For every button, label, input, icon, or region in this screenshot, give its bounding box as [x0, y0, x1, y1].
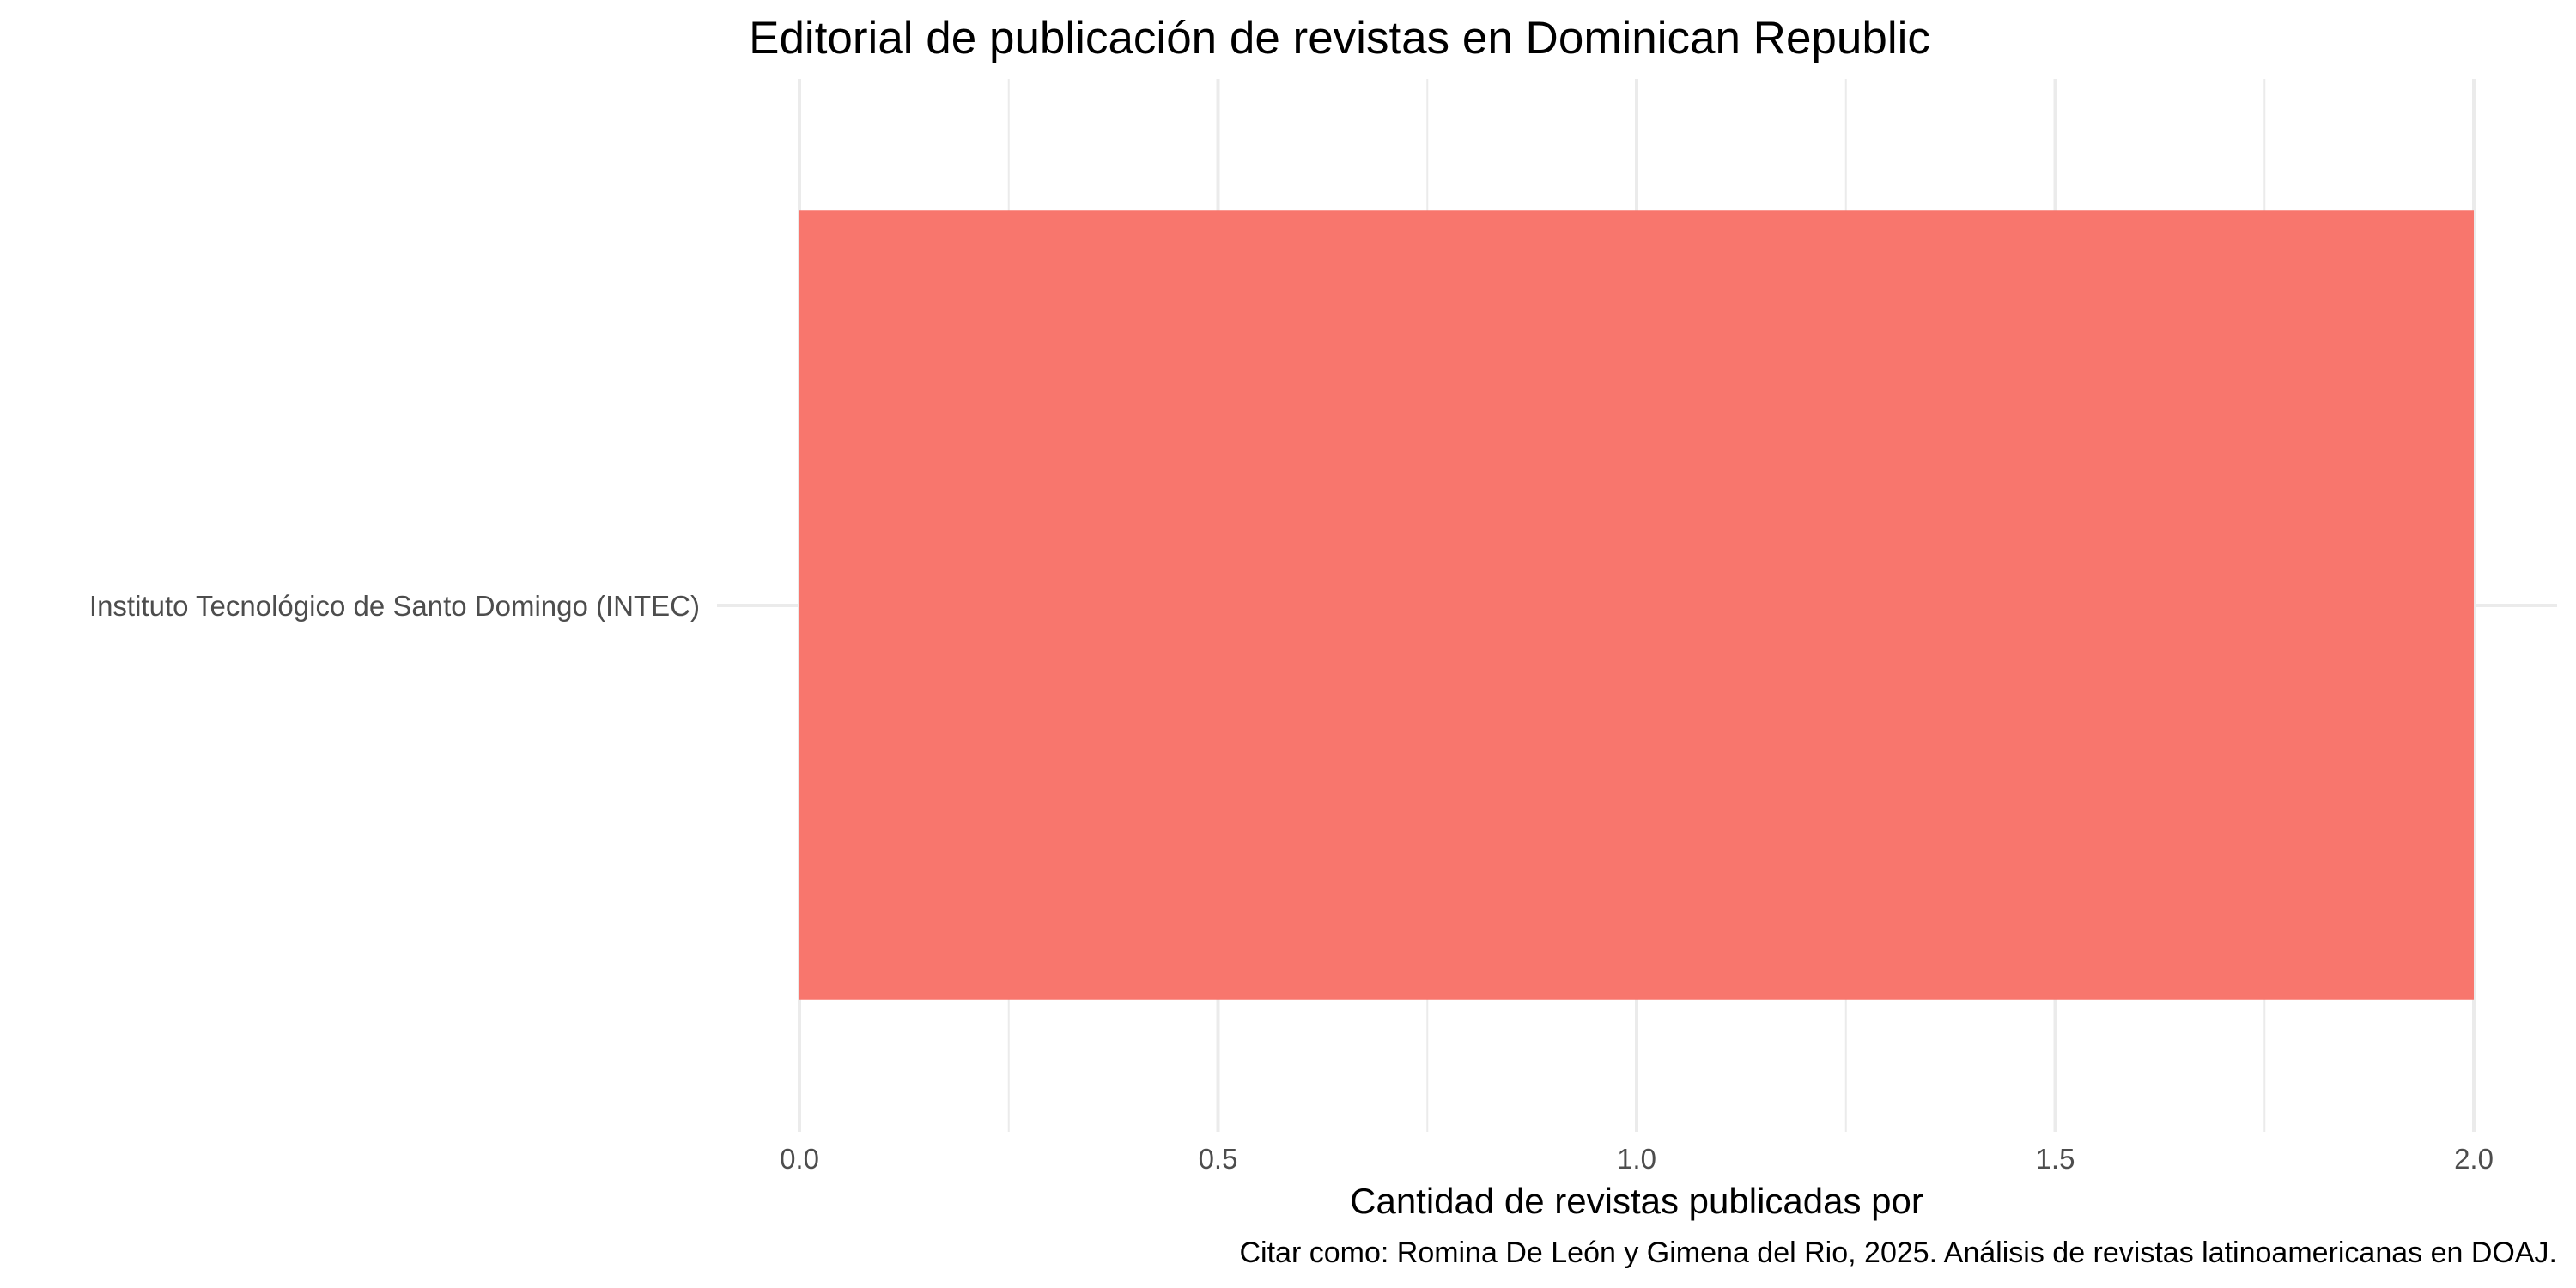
x-tick-label: 0.0 [780, 1143, 819, 1175]
x-tick-label: 2.0 [2454, 1143, 2494, 1175]
x-tick-label: 0.5 [1199, 1143, 1238, 1175]
chart-caption: Citar como: Romina De León y Gimena del … [1240, 1236, 2558, 1269]
x-tick-label: 1.5 [2036, 1143, 2075, 1175]
x-axis-ticks: 0.0 0.5 1.0 1.5 2.0 [780, 1143, 2494, 1175]
bars [799, 210, 2474, 1000]
x-axis-title: Cantidad de revistas publicadas por [1350, 1181, 1923, 1221]
x-tick-label: 1.0 [1617, 1143, 1656, 1175]
chart-title: Editorial de publicación de revistas en … [749, 13, 1930, 64]
y-axis-ticks: Instituto Tecnológico de Santo Domingo (… [89, 590, 700, 622]
y-tick-label: Instituto Tecnológico de Santo Domingo (… [89, 590, 700, 622]
bar [799, 210, 2474, 1000]
